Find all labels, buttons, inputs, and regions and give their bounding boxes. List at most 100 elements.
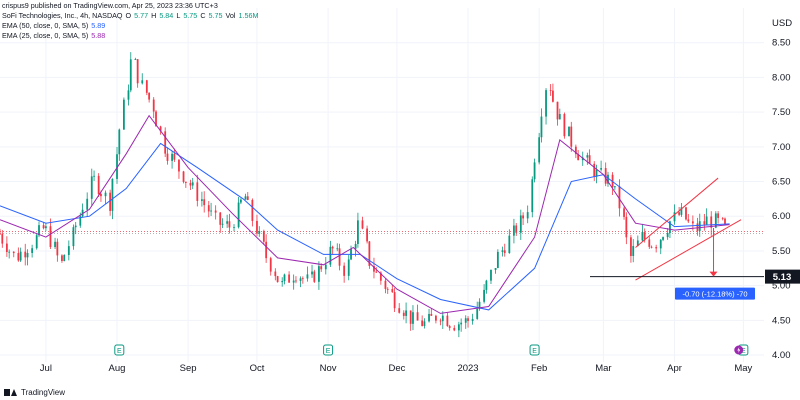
candle-body [613,186,616,188]
candle-body [200,199,203,201]
candle-body [295,280,297,282]
candle-body [696,223,699,231]
candle-body [669,221,671,233]
candle-body [164,131,167,154]
earnings-icon[interactable] [529,344,540,356]
candle-body [196,182,199,201]
y-tick-label: 4.00 [772,350,791,361]
candle-body [258,231,261,234]
candle-body [210,210,212,212]
ema-line [0,114,730,314]
candle-body [136,59,139,84]
earnings-icon[interactable] [323,344,334,356]
ema25-legend[interactable]: EMA (25, close, 0, SMA, 5) 5.88 [2,31,106,40]
candle-body [386,288,389,290]
candle-body [49,226,52,248]
candle-body [171,153,173,161]
candle-body [191,182,194,186]
candle-body [155,111,157,127]
candle-body [299,278,302,281]
candle-body [368,241,371,266]
candle-body [97,175,100,194]
candle-body [405,310,407,316]
y-tick-label: 6.50 [772,177,791,188]
candle-body [556,101,559,120]
candle-body [513,225,515,236]
candle-body [343,265,346,276]
candle-body [19,251,22,261]
candle-body [329,246,332,265]
candle-body [471,318,474,322]
candle-body [623,208,625,217]
candle-body [301,278,304,280]
candle-body [203,199,206,206]
ohlc-line: SoFi Technologies, Inc., 4h, NASDAQ O 5.77… [2,11,259,20]
candle-body [74,225,77,228]
candle-body [86,198,89,210]
candle-body [678,212,681,215]
candle-body [338,248,341,266]
candle-body [228,221,231,228]
grid [0,8,764,362]
x-tick-label: Feb [531,363,547,374]
close-value: 5.75 [208,11,223,20]
channel-line-upper[interactable] [635,177,719,248]
candle-body [515,225,518,233]
candle-body [494,267,497,270]
drawings: -0.70 (-12.18%) -70 [590,177,764,300]
candle-body [184,181,187,183]
candle-body [281,280,284,283]
open-value: 5.77 [134,11,149,20]
candle-body [423,321,426,326]
candle-body [134,59,137,60]
candle-body [666,232,669,238]
ema-line [0,142,730,311]
y-tick-label: 5.50 [772,246,791,257]
candle-body [375,271,378,273]
ema50-legend[interactable]: EMA (50, close, 0, SMA, 5) 5.89 [2,21,106,30]
candle-body [5,243,8,253]
candle-body [691,221,694,224]
candle-body [501,250,504,252]
candle-body [662,237,664,240]
earnings-label: E [326,348,331,355]
candle-body [545,90,547,117]
candle-body [453,327,456,331]
earnings-label: E [532,348,537,355]
candle-body [54,241,56,248]
candle-body [687,219,690,222]
x-tick-label: Aug [109,363,126,374]
channel-line-lower[interactable] [635,219,742,281]
measure-label: -0.70 (-12.18%) -70 [682,289,747,298]
candle-body [12,251,15,254]
candle-body [61,255,63,261]
candle-body [490,269,492,281]
candle-body [320,266,323,270]
candle-body [313,271,316,282]
candle-body [262,231,265,242]
y-axis: 8.50 8.00 7.50 7.00 6.50 6.00 5.50 5.00 4.50 4.00… [765,18,800,361]
candle-body [531,179,534,213]
candle-body [648,239,651,247]
candle-body [8,251,11,253]
candle-body [111,178,114,211]
candle-body [503,250,506,254]
y-tick-label: 8.50 [772,38,791,49]
candle-body [526,212,529,219]
candle-body [129,59,132,91]
candle-body [464,318,467,323]
candle-body [643,232,646,240]
candle-body [141,80,144,84]
candle-body [412,312,414,324]
low-value: 5.75 [183,11,198,20]
candle-body [441,315,444,322]
candle-body [189,182,192,186]
candle-body [519,215,522,233]
candle-body [460,322,463,325]
y-tick-label: 7.00 [772,142,791,153]
candle-body [705,216,708,225]
earnings-icon[interactable] [114,344,125,356]
symbol-name: SoFi Technologies, Inc., 4h, NASDAQ [2,11,123,20]
